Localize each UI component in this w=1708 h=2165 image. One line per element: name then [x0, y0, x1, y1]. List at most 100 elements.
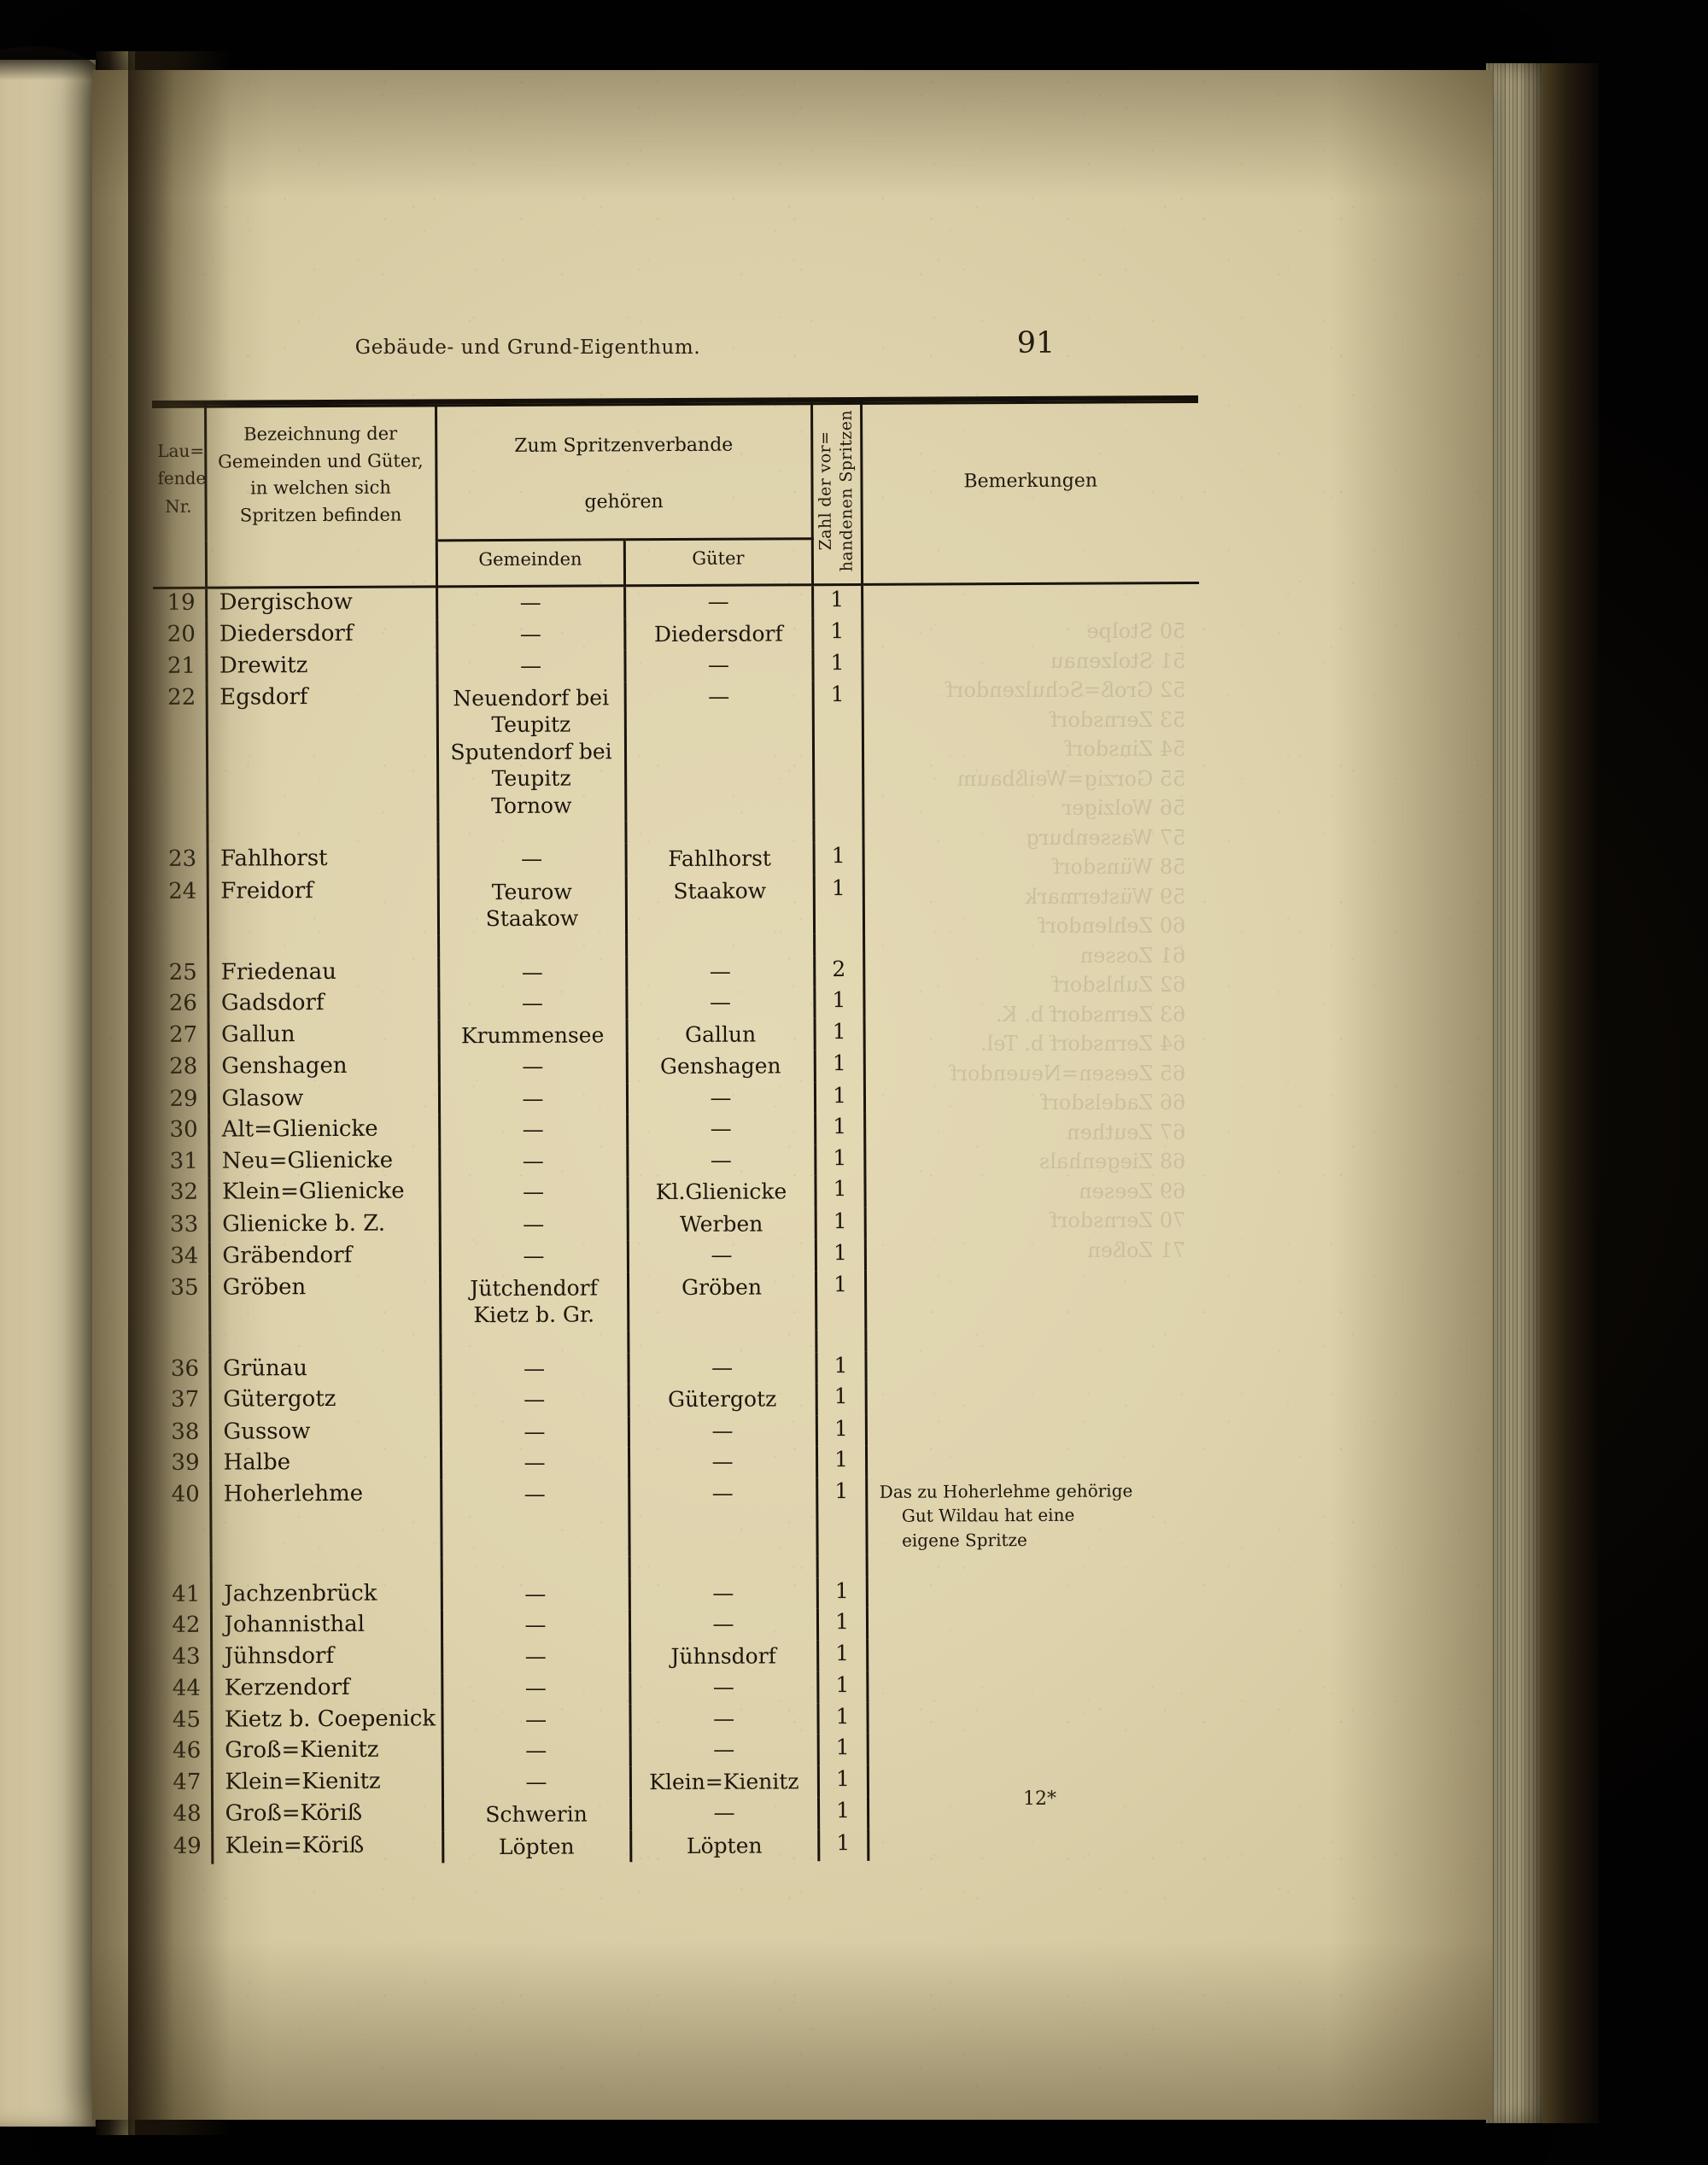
- row-gueter: Gallun: [626, 1017, 815, 1051]
- row-gemeinden: —: [442, 1641, 630, 1674]
- row-bemerkung: [864, 1205, 1202, 1240]
- row-gueter: Gröben: [627, 1270, 816, 1331]
- table-row: 33 Glienicke b. Z. — Werben 1: [156, 1205, 1202, 1243]
- row-gemeinden: —: [438, 987, 627, 1021]
- row-gueter: —: [630, 1797, 819, 1831]
- row-bemerkung: [867, 1732, 1205, 1765]
- row-gemeinden: —: [436, 650, 625, 683]
- row-name: Halbe: [210, 1448, 442, 1481]
- row-nr: 21: [167, 652, 196, 680]
- row-nr: 24: [168, 878, 197, 904]
- row-bemerkung: [865, 1349, 1203, 1384]
- row-name: Klein=Kienitz: [211, 1767, 443, 1801]
- row-gemeinden: —: [439, 1208, 628, 1242]
- row-zahl: 1: [816, 1351, 866, 1384]
- table-body: 19 Dergischow — —1 20 Diedersdorf — Diedersdorf…: [153, 582, 1206, 1865]
- printed-content: 50 Stolpe 51 Stolzenau 52 Groß=Schulzend…: [92, 70, 1493, 2120]
- row-nr: 37: [171, 1386, 200, 1413]
- row-gap-cell: [209, 1331, 441, 1355]
- row-name: Kerzendorf: [211, 1673, 442, 1706]
- table-row: 41 Jachzenbrück — —1: [158, 1575, 1204, 1612]
- row-bemerkung: [863, 872, 1202, 933]
- row-nr: 47: [173, 1769, 202, 1795]
- row-gap-cell: [863, 818, 1201, 843]
- row-gueter: Werben: [627, 1207, 816, 1241]
- row-zahl: 1: [814, 1017, 864, 1050]
- row-gemeinden: Krummensee: [438, 1019, 627, 1052]
- running-head: Gebäude- und Grund-Eigenthum.: [354, 336, 701, 359]
- row-bemerkung: [862, 582, 1200, 617]
- row-nr: 43: [172, 1643, 201, 1670]
- row-gemeinden: —: [436, 586, 625, 620]
- fore-edge-pages: [1486, 63, 1553, 2123]
- row-bemerkung: [865, 1381, 1203, 1415]
- table-row: 44 Kerzendorf — —1: [158, 1670, 1205, 1706]
- row-zahl: 1: [815, 1239, 865, 1271]
- row-bemerkung: [864, 1142, 1202, 1176]
- row-gemeinden: —: [441, 1478, 629, 1558]
- table-row: 43 Jühnsdorf — Jühnsdorf 1: [158, 1637, 1205, 1676]
- row-gap-cell: [440, 1331, 629, 1355]
- row-gemeinden: Löpten: [442, 1830, 631, 1864]
- row-gap-cell: [816, 1329, 866, 1352]
- table-row: 38 Gussow — —1: [157, 1413, 1203, 1449]
- row-gap-cell: [863, 931, 1202, 956]
- row-gemeinden: —: [442, 1766, 631, 1799]
- row-gemeinden: —: [439, 1240, 628, 1273]
- row-name: Diedersdorf: [206, 619, 437, 652]
- row-gap-cell: [816, 1554, 867, 1578]
- row-zahl: 1: [817, 1734, 868, 1766]
- header-name-line1: Bezeichnung der: [243, 423, 398, 445]
- row-gemeinden: —: [438, 1050, 627, 1085]
- table-row: 35 Gröben Jütchendorf Kietz b. Gr. Gröben 1: [156, 1268, 1203, 1333]
- row-gueter: —: [628, 1446, 817, 1479]
- row-nr: 40: [171, 1481, 200, 1507]
- row-name: Gütergotz: [209, 1384, 441, 1419]
- row-name: Gallun: [208, 1020, 439, 1053]
- row-nr: 26: [168, 990, 198, 1017]
- row-gap-cell: [866, 1553, 1204, 1577]
- table-row: 39 Halbe — —1: [157, 1444, 1204, 1481]
- row-bemerkung: [868, 1827, 1206, 1862]
- row-gemeinden: —: [442, 1704, 630, 1736]
- row-nr: 36: [170, 1355, 200, 1382]
- fore-edge-shadow: [1542, 63, 1599, 2123]
- row-name: Friedenau: [208, 957, 439, 990]
- subheader-gueter: Güter: [623, 538, 813, 587]
- signature-mark: 12*: [1023, 1788, 1056, 1810]
- table-row: 49 Klein=Köriß Löpten Löpten 1: [159, 1827, 1206, 1865]
- row-nr: 41: [172, 1581, 201, 1607]
- row-zahl: 1: [816, 1414, 866, 1447]
- row-zahl: 1: [812, 584, 863, 617]
- table-row: 29 Glasow — —1: [155, 1080, 1202, 1116]
- header-zahl-text: Zahl der vor= handenen Spritzen: [815, 405, 857, 580]
- row-bemerkung: [862, 647, 1200, 681]
- row-zahl: 1: [817, 1639, 868, 1672]
- row-gemeinden: Schwerin: [442, 1798, 631, 1832]
- table-row: 40 Hoherlehme — —1 Das zu Hoherlehme gehörig…: [157, 1475, 1204, 1559]
- row-name: Genshagen: [208, 1051, 439, 1085]
- row-gap-cell: [813, 820, 863, 843]
- row-name: Dergischow: [206, 587, 437, 621]
- row-gueter: —: [629, 1734, 818, 1767]
- row-gueter: —: [629, 1671, 818, 1705]
- table-row: 32 Klein=Glienicke — Kl.Glienicke 1: [155, 1173, 1202, 1211]
- row-bemerkung: [863, 985, 1202, 1018]
- header-spritzenverband: Zum Spritzenverbande gehören: [436, 403, 812, 541]
- row-zahl: 1: [812, 649, 863, 681]
- table-row: 30 Alt=Glienicke — —1: [155, 1111, 1202, 1148]
- row-name: Gräbendorf: [208, 1241, 440, 1274]
- row-gemeinden: —: [442, 1672, 630, 1706]
- row-zahl: 1: [815, 1270, 866, 1330]
- header-verband-line1: Zum Spritzenverbande: [514, 434, 734, 457]
- table-row: 22 Egsdorf Neuendorf bei Teupitz Sputendorf …: [154, 678, 1201, 823]
- row-zahl: 1: [816, 1608, 868, 1641]
- row-zahl: 1: [816, 1446, 867, 1477]
- row-gap-cell: [158, 1559, 211, 1581]
- row-nr: 45: [172, 1706, 202, 1733]
- row-name: Groß=Köriß: [212, 1799, 443, 1833]
- row-nr: 44: [172, 1676, 201, 1702]
- header-bezeichnung: Bezeichnung der Gemeinden und Güter, in …: [205, 405, 437, 588]
- subheader-gemeinden: Gemeinden: [436, 539, 625, 588]
